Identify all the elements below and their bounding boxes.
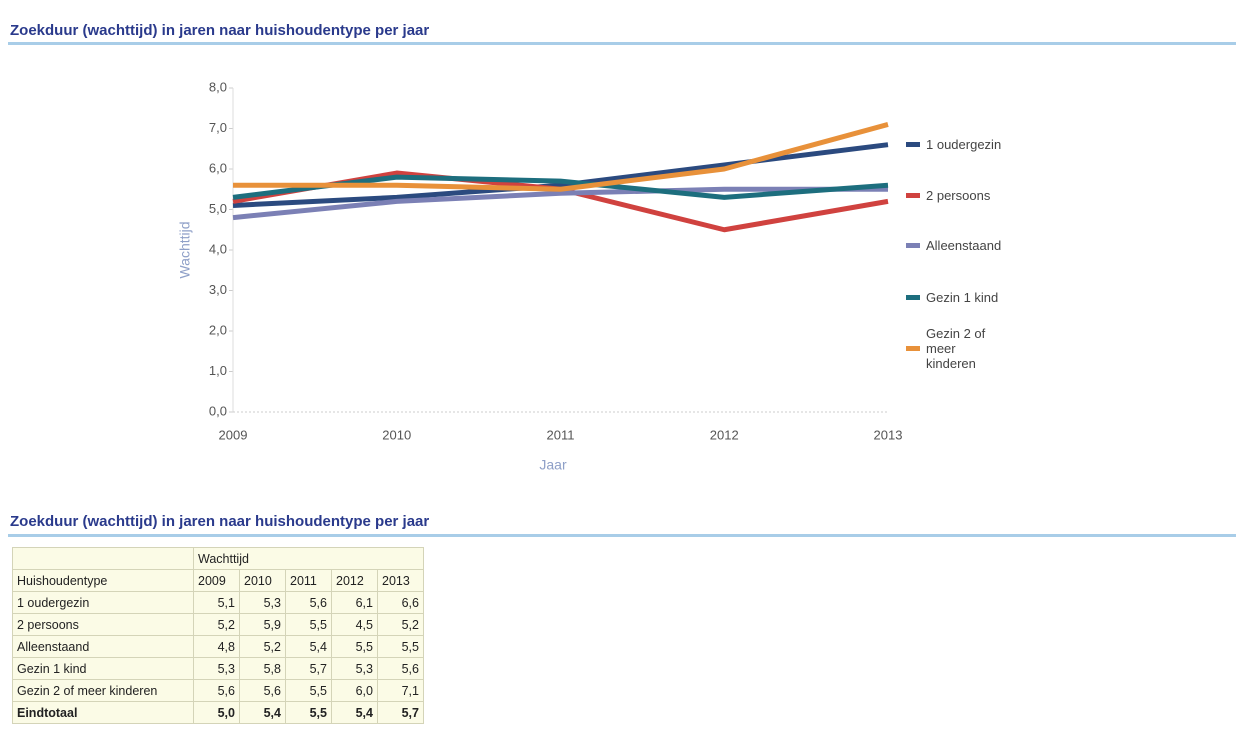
table-cell: 5,4 (285, 635, 332, 658)
table-row: 2 persoons 5,2 5,9 5,5 4,5 5,2 (12, 613, 424, 636)
table-row: Gezin 2 of meer kinderen 5,6 5,6 5,5 6,0 7,1 (12, 679, 424, 702)
table-cell: Gezin 2 of meer kinderen (12, 679, 194, 702)
table-column-header: 2013 (377, 569, 424, 592)
table-cell: 5,4 (239, 701, 286, 724)
table-row-header: Huishoudentype (12, 569, 194, 592)
legend-swatch (906, 295, 920, 300)
legend-item: 1 oudergezin (906, 137, 1016, 152)
table-cell: 5,2 (239, 635, 286, 658)
data-table: Wachttijd Huishoudentype 2009 2010 2011 2012 2… (12, 547, 424, 724)
legend-item: 2 persoons (906, 188, 1016, 203)
y-tick-label: 6,0 (209, 160, 227, 175)
table-cell: 5,7 (377, 701, 424, 724)
table-column-header: 2012 (331, 569, 378, 592)
table-cell: 5,2 (377, 613, 424, 636)
legend-label: 2 persoons (926, 188, 991, 203)
table-column-header: 2009 (193, 569, 240, 592)
y-tick-label: 7,0 (209, 120, 227, 135)
table-cell: Alleenstaand (12, 635, 194, 658)
table-cell: 7,1 (377, 679, 424, 702)
table-row: Gezin 1 kind 5,3 5,8 5,7 5,3 5,6 (12, 657, 424, 680)
title-rule (8, 42, 1236, 45)
table-cell: 5,5 (331, 635, 378, 658)
legend-item: Gezin 2 of meer kinderen (906, 326, 996, 371)
y-tick-label: 4,0 (209, 241, 227, 256)
series-line (232, 186, 888, 221)
table-cell: 5,6 (239, 679, 286, 702)
table-cell: Gezin 1 kind (12, 657, 194, 680)
legend-label: 1 oudergezin (926, 137, 1002, 152)
chart: Wachttijd Jaar 0,0 1,0 2,0 3,0 4,0 5,0 6,0 7,0 8… (177, 79, 903, 473)
table-total-row: Eindtotaal 5,0 5,4 5,5 5,4 5,7 (12, 701, 424, 724)
title-rule (8, 534, 1236, 537)
table-cell: 6,0 (331, 679, 378, 702)
legend-swatch (906, 142, 920, 147)
table-title: Zoekduur (wachttijd) in jaren naar huish… (10, 513, 430, 530)
table-cell: 5,8 (239, 657, 286, 680)
x-tick-label: 2013 (874, 427, 903, 442)
table-cell: 5,3 (331, 657, 378, 680)
x-axis-label: Jaar (539, 457, 567, 473)
x-tick-label: 2010 (382, 427, 411, 442)
table-cell: 5,3 (239, 591, 286, 614)
table-cell: 5,9 (239, 613, 286, 636)
legend-label: Gezin 2 of meer kinderen (926, 326, 986, 371)
table-cell: 5,6 (377, 657, 424, 680)
table-cell: 5,1 (193, 591, 240, 614)
table-cell: 5,5 (285, 613, 332, 636)
table-cell: 1 oudergezin (12, 591, 194, 614)
table-row: Alleenstaand 4,8 5,2 5,4 5,5 5,5 (12, 635, 424, 658)
y-tick-label: 0,0 (209, 403, 227, 418)
y-tick-label: 8,0 (209, 79, 227, 94)
table-cell: 5,2 (193, 613, 240, 636)
table-cell: 5,6 (285, 591, 332, 614)
x-tick-label: 2012 (710, 427, 739, 442)
table-cell: 4,5 (331, 613, 378, 636)
table-column-header: 2010 (239, 569, 286, 592)
legend-swatch (906, 346, 920, 351)
table-group-header: Wachttijd (193, 547, 424, 570)
legend-label: Gezin 1 kind (926, 290, 999, 305)
legend-item: Alleenstaand (906, 238, 1016, 253)
x-tick-label: 2009 (219, 427, 248, 442)
series-line (233, 122, 889, 192)
table-column-header: 2011 (285, 569, 332, 592)
table-cell: 5,5 (377, 635, 424, 658)
table-cell: 6,1 (331, 591, 378, 614)
legend-swatch (906, 193, 920, 198)
table-cell: 5,6 (193, 679, 240, 702)
table-cell: 5,5 (285, 679, 332, 702)
table-cell: 6,6 (377, 591, 424, 614)
table-cell (12, 547, 194, 570)
legend-swatch (906, 243, 920, 248)
table-cell: 2 persoons (12, 613, 194, 636)
table-row: Wachttijd (12, 547, 424, 570)
y-tick-label: 1,0 (209, 363, 227, 378)
table-cell: 5,5 (285, 701, 332, 724)
x-tick-label: 2011 (547, 427, 575, 442)
table-cell: 5,7 (285, 657, 332, 680)
table-cell: 5,4 (331, 701, 378, 724)
chart-title: Zoekduur (wachttijd) in jaren naar huish… (10, 22, 430, 39)
y-tick-label: 3,0 (209, 282, 227, 297)
y-axis-label: Wachttijd (177, 221, 193, 278)
table-cell: Eindtotaal (12, 701, 194, 724)
table-row: Huishoudentype 2009 2010 2011 2012 2013 (12, 569, 424, 592)
table-cell: 5,3 (193, 657, 240, 680)
table-cell: 5,0 (193, 701, 240, 724)
series-line (232, 142, 889, 208)
table-cell: 4,8 (193, 635, 240, 658)
table-row: 1 oudergezin 5,1 5,3 5,6 6,1 6,6 (12, 591, 424, 614)
legend-item: Gezin 1 kind (906, 290, 1016, 305)
legend-label: Alleenstaand (926, 238, 1002, 253)
y-tick-label: 5,0 (209, 201, 227, 216)
y-tick-label: 2,0 (209, 322, 227, 337)
